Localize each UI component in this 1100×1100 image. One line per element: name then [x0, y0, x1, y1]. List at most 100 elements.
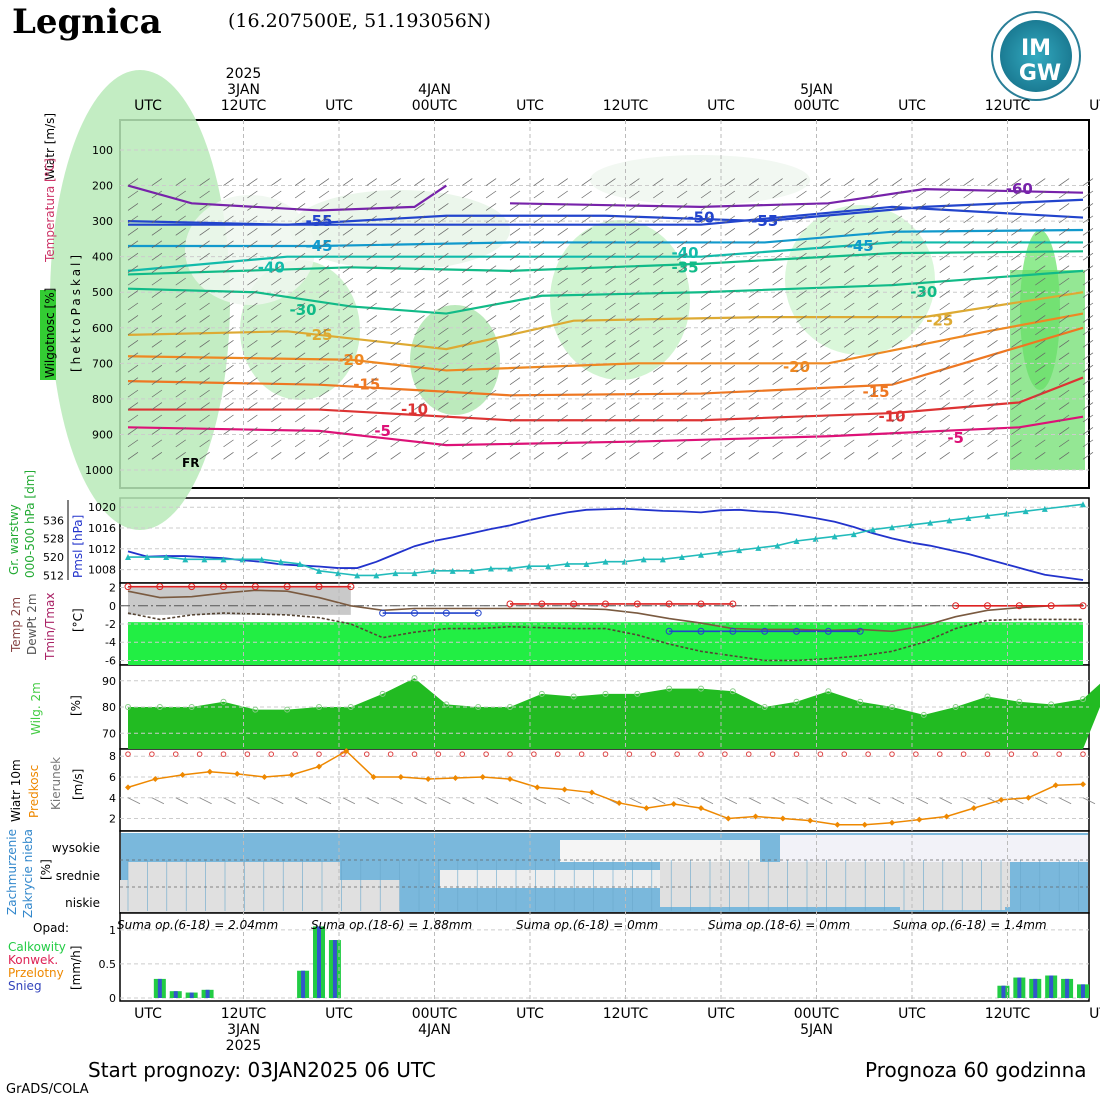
- wind-barb: [844, 302, 855, 311]
- humidity-legend-swatch: [40, 290, 56, 380]
- wind-barb: [605, 265, 616, 273]
- wind-barb: [175, 377, 186, 385]
- wind-barb: [963, 228, 974, 236]
- wind-barb: [605, 427, 616, 435]
- wind-barb: [438, 252, 449, 261]
- wind-barb: [700, 414, 712, 423]
- thickness-marker: [258, 556, 265, 563]
- wind-barb: [820, 190, 831, 199]
- wind-tick-label: 2: [109, 813, 116, 826]
- wind-barb: [629, 302, 640, 311]
- pressure-tick-label: 400: [92, 251, 113, 264]
- wind-barb: [844, 190, 855, 199]
- time-label-bottom: UTC: [325, 1006, 353, 1022]
- wind-direction-barb: [939, 797, 952, 805]
- wind-barb: [438, 427, 449, 435]
- wind-barb: [915, 228, 927, 236]
- wind-barb: [844, 364, 855, 373]
- wind-barb: [915, 377, 927, 385]
- tmin-line-marker: [856, 627, 864, 635]
- wind-barb: [1011, 389, 1022, 398]
- wind-barb: [629, 389, 640, 398]
- sounding-layer: 100 200 300 400 500 600 700 800 900 1000 -55 -50 -60…: [50, 70, 1094, 530]
- thickness-marker: [507, 565, 513, 572]
- wind-direction-barb: [247, 797, 260, 805]
- humidity-marker: [729, 688, 736, 695]
- wind-barb: [557, 315, 568, 323]
- thickness-marker: [659, 556, 666, 563]
- wind-barb: [844, 215, 855, 224]
- wind-barb: [820, 290, 831, 298]
- wind-barb: [223, 302, 234, 311]
- time-label-top: 12UTC: [221, 98, 267, 114]
- thickness-marker: [564, 560, 571, 567]
- humidity-marker: [602, 690, 609, 697]
- wind-barb: [271, 315, 282, 323]
- isotherm-line: [127, 326, 1084, 397]
- isotherm-label: -40: [672, 244, 699, 262]
- wind-barb: [629, 228, 640, 236]
- thickness-marker: [678, 554, 685, 561]
- tmax-line-marker: [156, 583, 164, 591]
- wind-barb: [462, 439, 473, 448]
- wind-tick-label: 6: [109, 771, 116, 784]
- wind-barb: [199, 178, 210, 186]
- wind-direction-barb: [271, 797, 284, 805]
- thickness-marker: [583, 560, 590, 567]
- wind-barb: [581, 315, 592, 323]
- thickness-marker: [850, 531, 857, 538]
- gr-warstwy-label: Gr. warstwy: [7, 504, 21, 575]
- wind-barb: [915, 427, 927, 435]
- humidity-label: Wilgotnosc [%]: [43, 288, 57, 378]
- wind-barb: [342, 215, 354, 224]
- wind-barb: [199, 215, 210, 224]
- wind-barb: [318, 302, 330, 311]
- wind-barb: [724, 252, 736, 261]
- wind-barb: [366, 178, 377, 186]
- wind-barb: [867, 215, 879, 224]
- wind-barb: [724, 265, 736, 273]
- time-label-bottom: UTC: [898, 1006, 926, 1022]
- wind-barb: [509, 228, 521, 236]
- wind-barb: [390, 215, 401, 224]
- wind-barb: [1011, 215, 1022, 224]
- wind-barb: [366, 340, 377, 348]
- wind-barb: [820, 327, 831, 336]
- wind-barb: [509, 427, 521, 435]
- wind-barb: [199, 452, 210, 460]
- wind-barb: [605, 203, 616, 211]
- wind-barb: [199, 277, 210, 286]
- imgw-logo: IM GW: [991, 11, 1081, 101]
- wind-barb: [271, 427, 282, 435]
- wind-barb: [653, 315, 664, 323]
- wind-barb: [390, 252, 401, 261]
- wind-barb: [414, 377, 425, 385]
- wind-barb: [1058, 389, 1070, 398]
- wind-barb: [700, 352, 712, 361]
- wind-barb: [127, 215, 139, 224]
- wind-barb: [748, 203, 759, 211]
- wind-barb: [1082, 377, 1094, 385]
- wind-barb: [485, 452, 497, 460]
- wind-barb: [557, 389, 568, 398]
- wind-barb: [653, 427, 664, 435]
- wind-barb: [891, 190, 903, 199]
- tmin-line-marker: [411, 609, 418, 617]
- wind-barb: [963, 178, 974, 186]
- gust-marker: [913, 751, 919, 757]
- humidity-marker: [857, 698, 864, 705]
- wind-barb: [748, 290, 759, 298]
- wind-barb: [629, 352, 640, 361]
- wind-barb: [223, 265, 234, 273]
- wind-barb: [485, 340, 497, 348]
- wind-barb: [533, 215, 545, 224]
- wind-barb: [247, 439, 258, 448]
- wind-barb: [509, 389, 521, 398]
- wind-barb: [844, 352, 855, 361]
- wind-barb: [1082, 427, 1094, 435]
- pressure-tick-label: 700: [92, 357, 113, 370]
- tmax-line-marker: [220, 583, 227, 591]
- wind-barb: [1058, 315, 1070, 323]
- wind-direction-barb: [820, 797, 833, 805]
- wind-barb: [247, 377, 258, 385]
